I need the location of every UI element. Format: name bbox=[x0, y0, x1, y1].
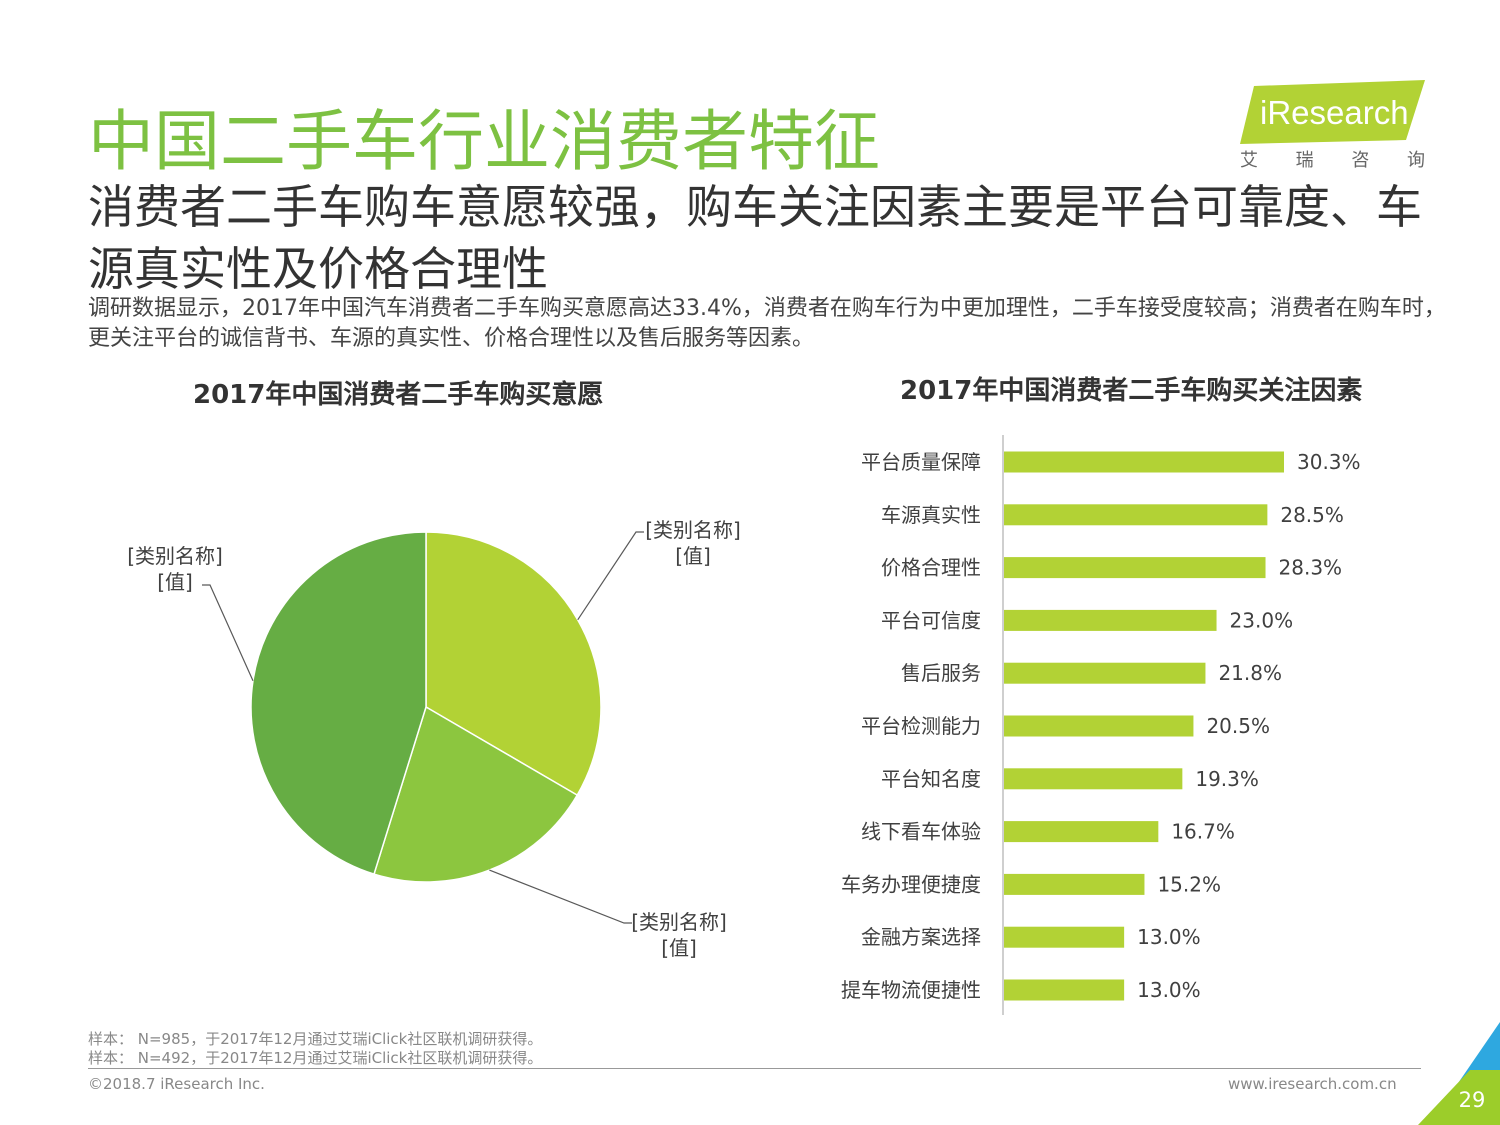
bar bbox=[1004, 557, 1266, 579]
pie-leader-line bbox=[202, 584, 254, 681]
pie-leader-line bbox=[489, 869, 632, 924]
bar-chart-title: 2017年中国消费者二手车购买关注因素 bbox=[900, 376, 1363, 406]
bar-category-label: 提车物流便捷性 bbox=[841, 978, 981, 1002]
logo-badge-icon: iResearch bbox=[1240, 80, 1425, 144]
bar bbox=[1004, 926, 1125, 948]
corner-decoration-icon bbox=[1418, 1022, 1500, 1125]
website: www.iresearch.com.cn bbox=[1228, 1075, 1397, 1093]
bar-value-label: 23.0% bbox=[1230, 608, 1294, 632]
bar bbox=[1004, 873, 1145, 895]
bar-chart: 平台质量保障 30.3% 车源真实性 28.5% 价格合理性 28.3% 平台可信度 23.0… bbox=[841, 435, 1361, 1015]
logo-cn-char: 询 bbox=[1406, 150, 1425, 171]
bar-value-label: 20.5% bbox=[1206, 714, 1270, 738]
pie-chart bbox=[202, 531, 644, 924]
logo-cn-char: 艾 bbox=[1240, 150, 1258, 171]
page-description: 调研数据显示，2017年中国汽车消费者二手车购买意愿高达33.4%，消费者在购车… bbox=[88, 296, 1446, 351]
bar bbox=[1004, 504, 1268, 526]
bar bbox=[1004, 609, 1217, 631]
bar-value-label: 15.2% bbox=[1157, 872, 1221, 896]
pie-label-value: [值] bbox=[661, 936, 697, 960]
sample-note-1: 样本： N=985，于2017年12月通过艾瑞iClick社区联机调研获得。 bbox=[88, 1030, 543, 1048]
page-number: 29 bbox=[1458, 1088, 1486, 1112]
pie-label-category: [类别名称] bbox=[645, 518, 741, 542]
bar-value-label: 30.3% bbox=[1297, 450, 1361, 474]
bar-category-label: 平台检测能力 bbox=[861, 714, 981, 738]
bar-value-label: 28.3% bbox=[1279, 556, 1343, 580]
bar-category-label: 金融方案选择 bbox=[861, 925, 981, 949]
copyright: ©2018.7 iResearch Inc. bbox=[88, 1075, 265, 1093]
pie-label-1: [类别名称] [值] bbox=[628, 517, 758, 569]
bar bbox=[1004, 451, 1284, 473]
bar bbox=[1004, 979, 1125, 1001]
bar bbox=[1004, 768, 1183, 790]
bar-value-label: 13.0% bbox=[1137, 925, 1201, 949]
bar-value-label: 16.7% bbox=[1171, 820, 1235, 844]
pie-label-2: [类别名称] [值] bbox=[614, 909, 744, 961]
bar-category-label: 车源真实性 bbox=[881, 503, 981, 527]
logo-cn: 艾 瑞 咨 询 bbox=[1240, 146, 1425, 172]
bar-value-label: 19.3% bbox=[1195, 767, 1259, 791]
bar bbox=[1004, 821, 1159, 843]
bar-category-label: 平台知名度 bbox=[881, 767, 981, 791]
logo-brand-text: iResearch bbox=[1260, 94, 1409, 131]
page-subtitle: 消费者二手车购车意愿较强，购车关注因素主要是平台可靠度、车源真实性及价格合理性 bbox=[88, 180, 1422, 296]
logo-cn-char: 咨 bbox=[1351, 150, 1370, 171]
bar-value-label: 21.8% bbox=[1218, 661, 1282, 685]
bar bbox=[1004, 662, 1206, 684]
bar-category-label: 车务办理便捷度 bbox=[841, 872, 981, 896]
pie-label-category: [类别名称] bbox=[631, 910, 727, 934]
pie-label-category: [类别名称] bbox=[127, 544, 223, 568]
sample-note-2: 样本： N=492，于2017年12月通过艾瑞iClick社区联机调研获得。 bbox=[88, 1049, 543, 1067]
pie-label-value: [值] bbox=[675, 544, 711, 568]
bar-value-label: 28.5% bbox=[1280, 503, 1344, 527]
iresearch-logo: iResearch bbox=[1240, 80, 1425, 144]
bar-category-label: 平台可信度 bbox=[881, 608, 981, 632]
bar-category-label: 平台质量保障 bbox=[861, 450, 981, 474]
pie-chart-title: 2017年中国消费者二手车购买意愿 bbox=[193, 380, 604, 410]
pie-label-value: [值] bbox=[157, 570, 193, 594]
bar-category-label: 线下看车体验 bbox=[861, 820, 981, 844]
bar-category-label: 价格合理性 bbox=[881, 556, 981, 580]
pie-slice bbox=[250, 531, 427, 876]
pie-leader-line bbox=[577, 531, 644, 621]
bar-value-label: 13.0% bbox=[1137, 978, 1201, 1002]
footer-divider bbox=[88, 1068, 1421, 1069]
bar bbox=[1004, 715, 1194, 737]
page-title: 中国二手车行业消费者特征 bbox=[88, 103, 880, 180]
bar-category-label: 售后服务 bbox=[901, 661, 981, 685]
pie-label-3: [类别名称] [值] bbox=[110, 543, 240, 595]
logo-cn-char: 瑞 bbox=[1295, 150, 1314, 171]
